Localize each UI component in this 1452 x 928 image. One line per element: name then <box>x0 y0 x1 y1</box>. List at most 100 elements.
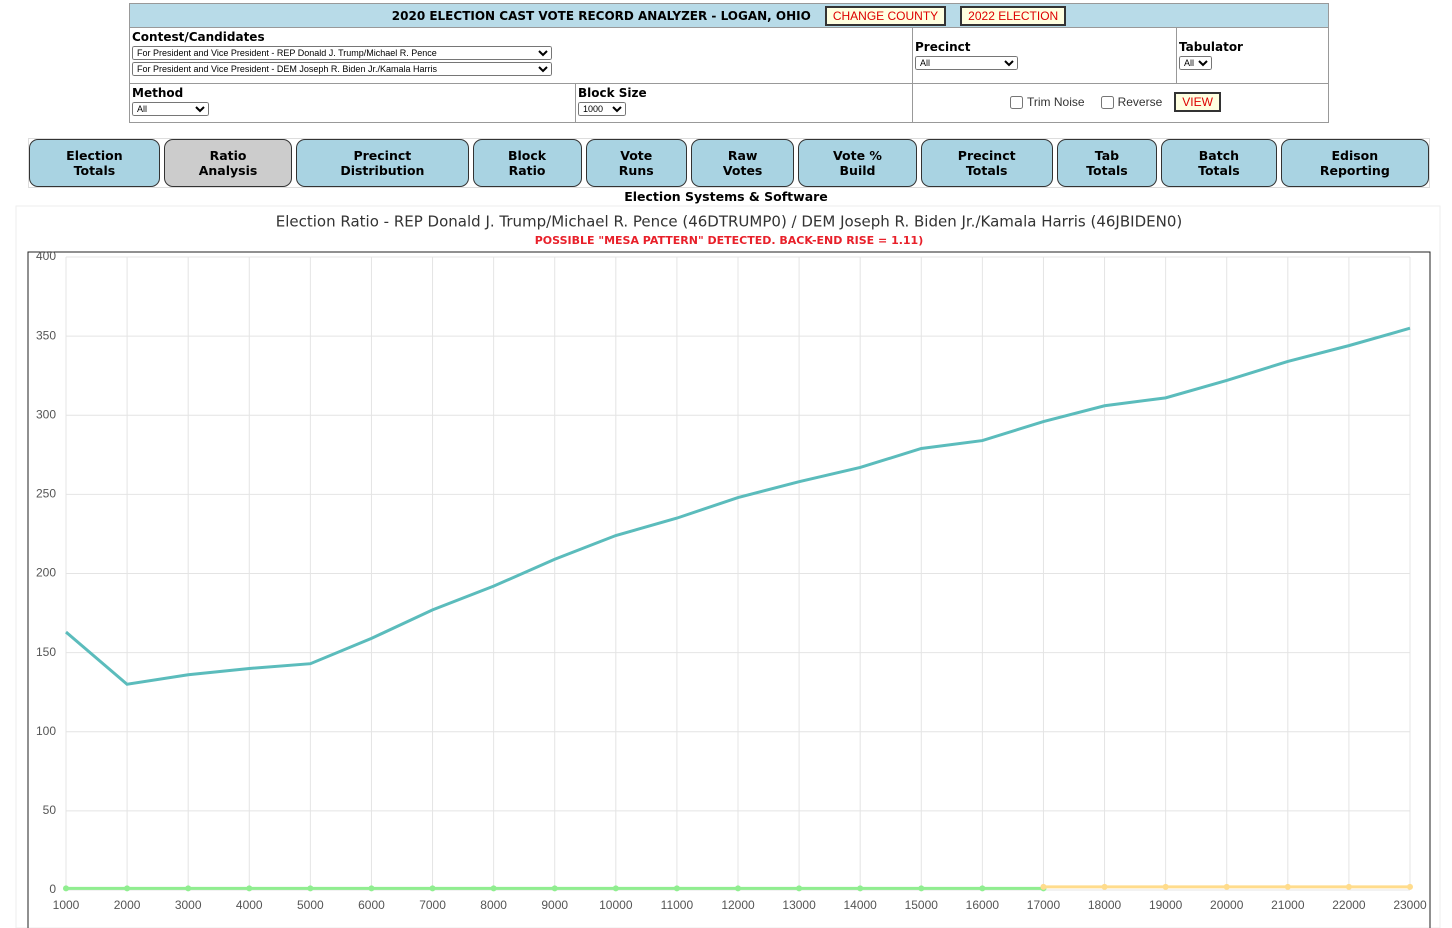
series-point <box>979 885 986 892</box>
precinct-cell: Precinct All <box>913 28 1177 84</box>
block-size-cell: Block Size 1000 <box>576 84 913 122</box>
tab-button[interactable]: Vote Runs <box>585 139 687 187</box>
series-point <box>796 885 803 892</box>
tab-button[interactable]: Precinct Totals <box>920 139 1053 187</box>
contest-select[interactable]: For President and Vice President - REP D… <box>132 46 552 60</box>
series-point <box>1345 883 1352 890</box>
x-tick-label: 16000 <box>966 898 1000 912</box>
x-tick-label: 14000 <box>843 898 877 912</box>
x-tick-label: 19000 <box>1149 898 1183 912</box>
x-tick-label: 15000 <box>905 898 939 912</box>
change-county-button[interactable]: CHANGE COUNTY <box>824 5 947 26</box>
y-tick-label: 400 <box>36 249 56 263</box>
series-point <box>63 885 69 892</box>
series-point <box>124 885 131 892</box>
tabulator-label: Tabulator <box>1179 40 1243 54</box>
series-point <box>673 885 680 892</box>
chart-title: Election Ratio - REP Donald J. Trump/Mic… <box>276 213 1182 231</box>
series-point <box>490 885 497 892</box>
x-tick-label: 10000 <box>599 898 633 912</box>
x-tick-label: 1000 <box>53 898 80 912</box>
y-tick-label: 100 <box>36 724 56 738</box>
series-line <box>65 326 1411 686</box>
tab-button[interactable]: Raw Votes <box>690 139 795 187</box>
series-point <box>551 885 558 892</box>
x-tick-label: 18000 <box>1088 898 1122 912</box>
y-tick-label: 250 <box>36 487 56 501</box>
series-point <box>429 885 436 892</box>
series-point <box>1101 883 1108 890</box>
tab-button[interactable]: Edison Reporting <box>1280 139 1429 187</box>
series-point <box>918 885 925 892</box>
x-tick-label: 17000 <box>1027 898 1061 912</box>
x-tick-label: 4000 <box>236 898 263 912</box>
tab-button[interactable]: Precinct Distribution <box>296 139 469 187</box>
trim-noise-label: Trim Noise <box>1027 95 1085 109</box>
chart-subtitle: POSSIBLE "MESA PATTERN" DETECTED. BACK-E… <box>535 234 924 247</box>
x-tick-label: 21000 <box>1271 898 1305 912</box>
method-label: Method <box>132 86 184 100</box>
header-title: 2020 ELECTION CAST VOTE RECORD ANALYZER … <box>391 8 811 23</box>
tabulator-select[interactable]: All <box>1179 56 1212 70</box>
tab-button[interactable]: Ratio Analysis <box>163 139 293 187</box>
header-bar: 2020 ELECTION CAST VOTE RECORD ANALYZER … <box>130 4 1328 28</box>
contest-cell: Contest/Candidates For President and Vic… <box>130 28 913 84</box>
x-tick-label: 3000 <box>175 898 202 912</box>
method-select[interactable]: All <box>132 102 209 116</box>
series-point <box>1284 883 1291 890</box>
tab-bar: Election Totals Ratio Analysis Precinct Di… <box>28 138 1430 188</box>
tabulator-cell: Tabulator All <box>1177 28 1328 84</box>
y-tick-label: 300 <box>36 407 56 421</box>
view-button[interactable]: VIEW <box>1174 92 1221 112</box>
series-point <box>368 885 375 892</box>
y-tick-label: 50 <box>43 803 57 817</box>
y-tick-label: 200 <box>36 566 56 580</box>
series-point <box>1040 883 1047 890</box>
tab-button[interactable]: Vote % Build <box>798 139 917 187</box>
chart-frame <box>15 205 1441 928</box>
contest-select[interactable]: For President and Vice President - DEM J… <box>132 62 552 76</box>
options-group: Trim Noise Reverse VIEW <box>1010 92 1221 112</box>
chart: Election Ratio - REP Donald J. Trump/Mic… <box>15 205 1441 928</box>
reverse-label: Reverse <box>1117 95 1163 109</box>
x-tick-label: 22000 <box>1332 898 1366 912</box>
y-tick-label: 0 <box>49 882 56 896</box>
x-tick-label: 8000 <box>480 898 507 912</box>
trim-noise-checkbox[interactable] <box>1010 95 1023 109</box>
tab-button[interactable]: Block Ratio <box>472 139 582 187</box>
reverse-checkbox[interactable] <box>1100 95 1114 109</box>
series-point <box>185 885 192 892</box>
precinct-label: Precinct <box>915 40 971 54</box>
y-tick-label: 150 <box>36 645 56 659</box>
tab-button[interactable]: Batch Totals <box>1161 139 1277 187</box>
block-size-select[interactable]: 1000 <box>578 102 626 116</box>
y-tick-label: 350 <box>36 328 56 342</box>
x-tick-label: 12000 <box>721 898 755 912</box>
election-button[interactable]: 2022 ELECTION <box>960 5 1067 26</box>
x-tick-label: 2000 <box>114 898 141 912</box>
series-point <box>1407 883 1413 890</box>
header-table: 2020 ELECTION CAST VOTE RECORD ANALYZER … <box>129 3 1329 123</box>
x-tick-label: 7000 <box>419 898 446 912</box>
x-tick-label: 6000 <box>358 898 385 912</box>
series-point <box>735 885 741 892</box>
series-point <box>1162 883 1169 890</box>
series-point <box>307 885 314 892</box>
x-tick-label: 11000 <box>661 898 694 912</box>
series-point <box>612 885 619 892</box>
x-tick-label: 23000 <box>1393 898 1427 912</box>
precinct-select[interactable]: All <box>915 56 1018 70</box>
x-tick-label: 13000 <box>782 898 816 912</box>
series-point <box>246 885 253 892</box>
block-size-label: Block Size <box>578 86 647 100</box>
vendor-label: Election Systems & Software <box>624 189 828 204</box>
tab-button[interactable]: Tab Totals <box>1056 139 1158 187</box>
method-cell: Method All <box>130 84 576 122</box>
series-point <box>857 885 864 892</box>
plot-border <box>27 251 1431 928</box>
tab-button[interactable]: Election Totals <box>29 139 160 187</box>
x-tick-label: 5000 <box>297 898 324 912</box>
series-point <box>1223 883 1230 890</box>
x-tick-label: 20000 <box>1210 898 1244 912</box>
